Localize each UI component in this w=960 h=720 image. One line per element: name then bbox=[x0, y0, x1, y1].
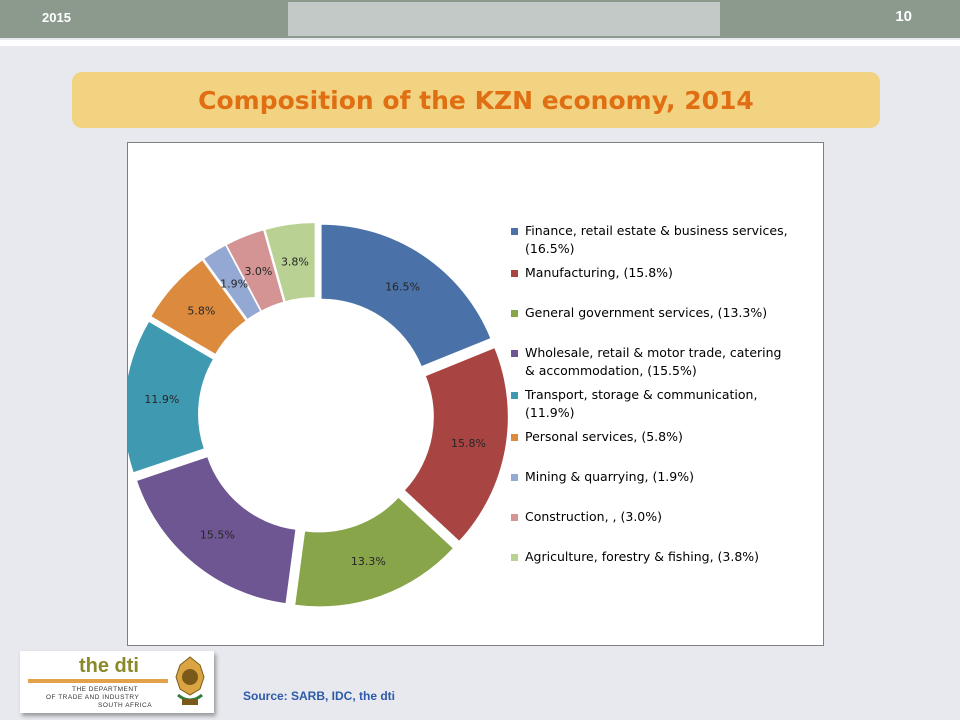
logo-bar bbox=[28, 679, 168, 683]
legend-label: Wholesale, retail & motor trade, caterin… bbox=[525, 345, 781, 360]
logo-brand: the dti bbox=[79, 655, 139, 677]
data-label: 5.8% bbox=[187, 305, 215, 318]
legend-label: Construction, , (3.0%) bbox=[525, 509, 662, 524]
coat-of-arms-icon bbox=[175, 656, 205, 705]
legend-label: Mining & quarrying, (1.9%) bbox=[525, 469, 694, 484]
logo-line-3: SOUTH AFRICA bbox=[98, 702, 153, 709]
doughnut-slice bbox=[151, 260, 246, 354]
doughnut-slice bbox=[321, 224, 491, 367]
doughnut-slice bbox=[226, 230, 284, 311]
legend-swatch bbox=[511, 514, 518, 521]
legend-label: Personal services, (5.8%) bbox=[525, 429, 683, 444]
doughnut-slice bbox=[265, 223, 315, 302]
doughnut-slice bbox=[404, 348, 508, 541]
data-label: 15.8% bbox=[451, 437, 486, 450]
page-number: 10 bbox=[895, 8, 912, 25]
legend-label: General government services, (13.3%) bbox=[525, 305, 767, 320]
header-divider bbox=[0, 40, 960, 46]
logo-line-1: THE DEPARTMENT bbox=[72, 686, 138, 693]
header-year: 2015 bbox=[42, 10, 71, 25]
doughnut-chart: 16.5% 15.8% 13.3% 15.5% 11.9% 5.8% 1.9%3.0% 3.8… bbox=[128, 223, 788, 607]
logo-line-2: OF TRADE AND INDUSTRY bbox=[46, 694, 140, 701]
doughnut-slice bbox=[137, 457, 296, 604]
doughnut-slice bbox=[204, 245, 261, 319]
legend-swatch bbox=[511, 474, 518, 481]
data-label: 15.5% bbox=[200, 529, 235, 542]
legend-swatch bbox=[511, 392, 518, 399]
doughnut-slice bbox=[295, 497, 453, 607]
data-label: 1.9% bbox=[220, 277, 248, 290]
dti-logo: the dti THE DEPARTMENT OF TRADE AND INDU… bbox=[20, 651, 214, 713]
legend-swatch bbox=[511, 270, 518, 277]
legend-swatch bbox=[511, 434, 518, 441]
data-label: 16.5% bbox=[385, 280, 420, 293]
legend-label: (16.5%) bbox=[525, 241, 574, 256]
header-bar: 2015 10 bbox=[0, 0, 960, 38]
data-label: 13.3% bbox=[351, 555, 386, 568]
data-label: 3.8% bbox=[281, 255, 309, 268]
doughnut-slice bbox=[128, 322, 213, 473]
legend-label: Manufacturing, (15.8%) bbox=[525, 265, 673, 280]
source-note: Source: SARB, IDC, the dti bbox=[243, 689, 396, 703]
legend-label: Finance, retail estate & business servic… bbox=[525, 223, 788, 238]
legend-label: Transport, storage & communication, bbox=[524, 387, 757, 402]
chart-area: 16.5% 15.8% 13.3% 15.5% 11.9% 5.8% 1.9% 3.0% 3.8… bbox=[127, 142, 824, 646]
page-title: Composition of the KZN economy, 2014 bbox=[198, 85, 754, 115]
legend-swatch bbox=[511, 228, 518, 235]
header-center-box bbox=[288, 2, 720, 36]
legend-swatch bbox=[511, 350, 518, 357]
legend-label: Agriculture, forestry & fishing, (3.8%) bbox=[525, 549, 759, 564]
data-label: 3.0% bbox=[244, 265, 272, 278]
legend-label: (11.9%) bbox=[525, 405, 574, 420]
legend-swatch bbox=[511, 554, 518, 561]
title-banner: Composition of the KZN economy, 2014 bbox=[72, 72, 880, 128]
legend-swatch bbox=[511, 310, 518, 317]
data-label: 11.9% bbox=[144, 393, 179, 406]
legend-label: & accommodation, (15.5%) bbox=[525, 363, 697, 378]
